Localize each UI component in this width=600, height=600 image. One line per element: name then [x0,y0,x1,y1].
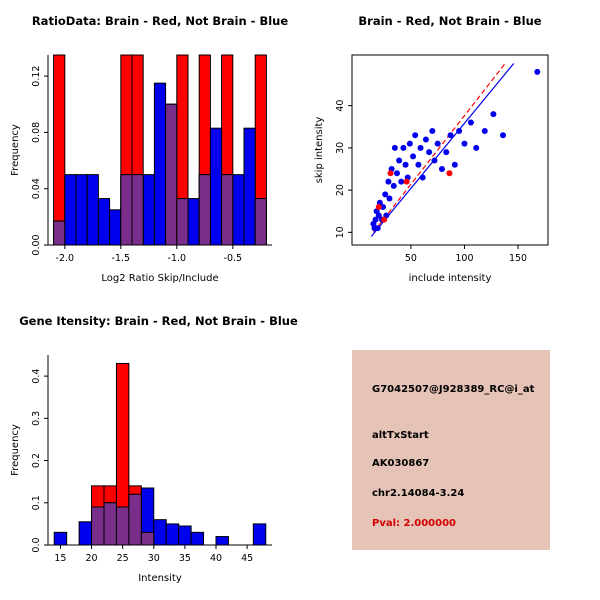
ratio-hist-title: RatioData: Brain - Red, Not Brain - Blue [31,14,289,28]
svg-text:45: 45 [241,553,253,564]
svg-text:-1.0: -1.0 [168,253,187,264]
svg-text:50: 50 [405,253,417,264]
svg-text:40: 40 [210,553,222,564]
svg-text:0.12: 0.12 [31,66,42,87]
probe-id-text: G7042507@J928389_RC@i_at [372,384,535,395]
accession-text: AK030867 [372,458,430,469]
svg-text:100: 100 [455,253,473,264]
svg-text:30: 30 [335,142,346,154]
svg-text:0.4: 0.4 [31,369,42,384]
svg-text:Frequency: Frequency [10,424,21,476]
svg-text:20: 20 [335,184,346,196]
svg-text:0.2: 0.2 [31,453,42,468]
svg-text:0.1: 0.1 [31,495,42,510]
svg-text:0.3: 0.3 [31,411,42,426]
gene-info-box: G7042507@J928389_RC@i_at altTxStart AK03… [352,350,550,550]
gene-intensity-histogram-plot: 15 20 25 30 35 40 45 0.0 0.1 0.2 0.3 0.4 Intensity Fr… [10,355,272,584]
svg-text:Intensity: Intensity [138,573,182,584]
svg-text:-0.5: -0.5 [224,253,243,264]
gene-hist-title: Gene Itensity: Brain - Red, Not Brain - … [19,314,298,328]
svg-text:35: 35 [179,553,191,564]
svg-text:skip intensity: skip intensity [314,117,325,184]
ratio-histogram-plot: -2.0 -1.5 -1.0 -0.5 0.00 0.04 0.08 0.12 Log2 Rat… [10,54,272,284]
svg-text:15: 15 [54,553,66,564]
svg-text:-1.5: -1.5 [112,253,131,264]
svg-text:30: 30 [148,553,160,564]
svg-text:0.0: 0.0 [31,537,42,552]
svg-text:25: 25 [117,553,129,564]
intensity-scatter-plot: 50 100 150 10 20 30 40 include intensity skip in… [314,54,549,284]
pval-line: Pval: 2.000000 [372,518,457,529]
scatter-title: Brain - Red, Not Brain - Blue [358,14,542,28]
svg-text:150: 150 [509,253,527,264]
svg-text:Log2 Ratio Skip/Include: Log2 Ratio Skip/Include [101,273,218,284]
event-type-text: altTxStart [372,430,429,441]
svg-text:0.00: 0.00 [31,234,42,255]
svg-text:-2.0: -2.0 [56,253,75,264]
svg-text:include intensity: include intensity [409,273,492,284]
svg-text:Frequency: Frequency [10,124,21,176]
svg-text:10: 10 [335,226,346,238]
svg-text:0.04: 0.04 [31,178,42,199]
svg-text:40: 40 [335,100,346,112]
svg-text:0.08: 0.08 [31,122,42,143]
location-text: chr2.14084-3.24 [372,488,465,499]
svg-text:20: 20 [86,553,98,564]
